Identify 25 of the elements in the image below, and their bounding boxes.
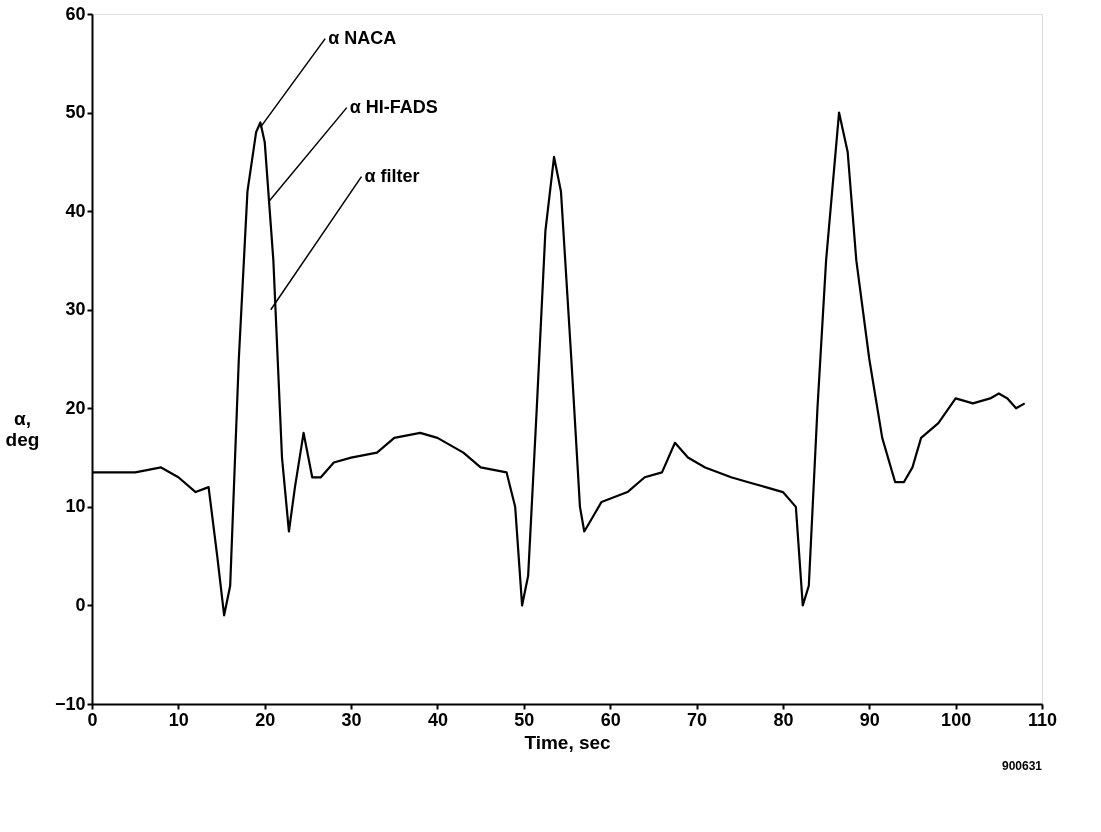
x-tick-label: 110 <box>1027 709 1058 730</box>
y-tick-label: 30 <box>65 299 86 320</box>
y-axis-title: α, deg <box>5 407 40 450</box>
x-tick-label: 90 <box>859 709 880 730</box>
y-tick-label: 0 <box>75 594 86 615</box>
x-tick-label: 100 <box>941 709 972 730</box>
annotation: α filter <box>364 165 420 186</box>
y-tick-label: 40 <box>65 200 86 221</box>
annotation: α NACA <box>328 27 397 48</box>
y-tick-label: 20 <box>65 397 86 418</box>
annotation: α HI-FADS <box>349 96 438 117</box>
x-axis-title: Time, sec <box>524 731 612 753</box>
text: 900631 <box>1001 759 1043 773</box>
y-tick-label: 50 <box>65 102 86 123</box>
x-tick-label: 20 <box>255 709 276 730</box>
x-tick-label: 50 <box>514 709 535 730</box>
y-tick-label: −10 <box>54 693 86 714</box>
x-tick-label: 60 <box>600 709 621 730</box>
x-tick-label: 10 <box>168 709 189 730</box>
x-tick-label: 40 <box>427 709 448 730</box>
y-tick-label: 60 <box>65 3 86 24</box>
x-tick-label: 80 <box>773 709 794 730</box>
y-tick-label: 10 <box>65 496 86 517</box>
x-tick-label: 70 <box>687 709 708 730</box>
x-tick-label: 30 <box>341 709 362 730</box>
